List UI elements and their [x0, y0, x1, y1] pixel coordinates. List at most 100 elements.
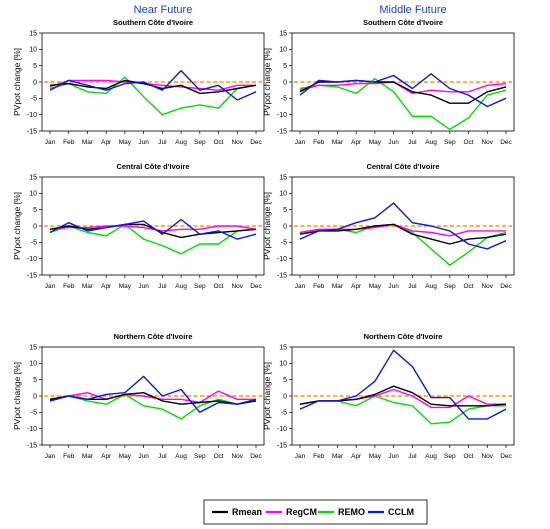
- y-tick-label: 10: [279, 47, 287, 54]
- y-tick-label: -10: [27, 256, 37, 263]
- y-tick-label: -15: [27, 128, 37, 135]
- x-tick-label: Sep: [194, 283, 206, 290]
- x-tick-label: Apr: [351, 139, 362, 146]
- panel-central-c-te-d-ivoire-near-future: Central Côte d'Ivoire PVpot change [%] 15 1…: [12, 162, 265, 290]
- x-tick-label: Aug: [425, 453, 437, 460]
- x-tick-label: May: [369, 453, 382, 460]
- x-tick-label: Dec: [500, 139, 512, 146]
- x-tick-label: Sep: [444, 453, 456, 460]
- y-tick-label: 0: [33, 393, 37, 400]
- series-line-regcm: [49, 225, 257, 232]
- legend: Rmean RegCM REMO CCLM: [203, 499, 428, 525]
- x-tick-label: Oct: [213, 283, 223, 290]
- x-tick-label: Mar: [332, 283, 344, 290]
- legend-label-remo: REMO: [338, 507, 365, 517]
- y-tick-label: 5: [33, 207, 37, 214]
- legend-box: [203, 499, 428, 525]
- x-tick-label: May: [119, 283, 132, 290]
- y-tick-label: -10: [277, 426, 287, 433]
- panel-title: Central Côte d'Ivoire: [366, 162, 439, 171]
- panel-title: Northern Côte d'Ivoire: [364, 332, 443, 341]
- x-tick-label: Nov: [481, 139, 493, 146]
- y-tick-label: 5: [283, 377, 287, 384]
- column-title-near-future: Near Future: [134, 4, 193, 16]
- series-line-cclm: [49, 69, 257, 101]
- x-tick-label: Jan: [45, 453, 56, 460]
- y-tick-label: -5: [31, 96, 37, 103]
- x-tick-label: Jun: [138, 139, 149, 146]
- x-tick-label: Feb: [63, 283, 75, 290]
- x-tick-label: Oct: [213, 453, 223, 460]
- x-tick-label: Mar: [332, 139, 344, 146]
- y-axis-label: PVpot change [%]: [262, 48, 272, 116]
- x-tick-label: Feb: [313, 283, 325, 290]
- x-tick-label: Apr: [101, 283, 112, 290]
- y-tick-label: 15: [279, 344, 287, 351]
- y-axis-label: PVpot change [%]: [12, 362, 22, 430]
- y-axis-label: PVpot change [%]: [262, 362, 272, 430]
- y-tick-label: 0: [283, 223, 287, 230]
- y-tick-label: -5: [31, 240, 37, 247]
- legend-label-regcm: RegCM: [286, 507, 317, 517]
- x-tick-label: Nov: [481, 453, 493, 460]
- y-tick-label: 10: [29, 47, 37, 54]
- x-tick-label: Oct: [463, 453, 473, 460]
- x-tick-label: Jun: [388, 453, 399, 460]
- y-tick-label: 0: [283, 393, 287, 400]
- y-tick-label: -5: [281, 96, 287, 103]
- y-tick-label: 5: [283, 63, 287, 70]
- panel-title: Southern Côte d'Ivoire: [363, 18, 443, 27]
- x-tick-label: Nov: [231, 139, 243, 146]
- x-tick-label: Dec: [500, 453, 512, 460]
- series-line-cclm: [299, 73, 507, 108]
- x-tick-label: Apr: [101, 453, 112, 460]
- y-tick-label: -5: [281, 240, 287, 247]
- y-tick-label: 5: [33, 63, 37, 70]
- x-tick-label: Jul: [408, 283, 417, 290]
- series-line-remo: [49, 223, 257, 255]
- x-tick-label: Sep: [194, 139, 206, 146]
- column-title-middle-future: Middle Future: [379, 4, 446, 16]
- y-axis-label: PVpot change [%]: [262, 192, 272, 260]
- x-tick-label: Jan: [45, 139, 56, 146]
- series-line-cclm: [299, 202, 507, 250]
- series-line-remo: [49, 393, 257, 420]
- y-tick-label: 10: [29, 361, 37, 368]
- x-tick-label: Dec: [250, 139, 262, 146]
- y-tick-label: -10: [27, 426, 37, 433]
- x-tick-label: Aug: [175, 139, 187, 146]
- x-tick-label: Apr: [351, 453, 362, 460]
- x-tick-label: Sep: [194, 453, 206, 460]
- y-tick-label: 0: [283, 79, 287, 86]
- x-tick-label: Nov: [231, 453, 243, 460]
- y-tick-label: 15: [279, 30, 287, 37]
- y-tick-label: 15: [29, 344, 37, 351]
- x-tick-label: Apr: [101, 139, 112, 146]
- x-tick-label: Jul: [158, 139, 167, 146]
- x-tick-label: Feb: [63, 453, 75, 460]
- y-tick-label: -15: [27, 272, 37, 279]
- y-axis-label: PVpot change [%]: [12, 48, 22, 116]
- legend-label-cclm: CCLM: [388, 507, 414, 517]
- x-tick-label: Jul: [158, 453, 167, 460]
- x-tick-label: Mar: [82, 139, 94, 146]
- x-tick-label: Sep: [444, 139, 456, 146]
- x-tick-label: May: [119, 453, 132, 460]
- x-tick-label: Dec: [250, 283, 262, 290]
- x-tick-label: Jun: [388, 139, 399, 146]
- series-line-rmean: [299, 223, 507, 245]
- y-tick-label: -10: [277, 256, 287, 263]
- y-tick-label: -5: [31, 410, 37, 417]
- x-tick-label: Jan: [45, 283, 56, 290]
- y-tick-label: 0: [33, 223, 37, 230]
- y-tick-label: 10: [29, 191, 37, 198]
- panel-central-c-te-d-ivoire-middle-future: Central Côte d'Ivoire PVpot change [%] 15 1…: [262, 162, 515, 290]
- x-tick-label: May: [119, 139, 132, 146]
- panel-southern-c-te-d-ivoire-near-future: Southern Côte d'Ivoire PVpot change [%] 15…: [12, 18, 265, 146]
- series-line-remo: [299, 395, 506, 425]
- x-tick-label: Apr: [351, 283, 362, 290]
- y-axis-label: PVpot change [%]: [12, 192, 22, 260]
- panels: Southern Côte d'Ivoire PVpot change [%] 15…: [12, 18, 515, 460]
- x-tick-label: Feb: [63, 139, 75, 146]
